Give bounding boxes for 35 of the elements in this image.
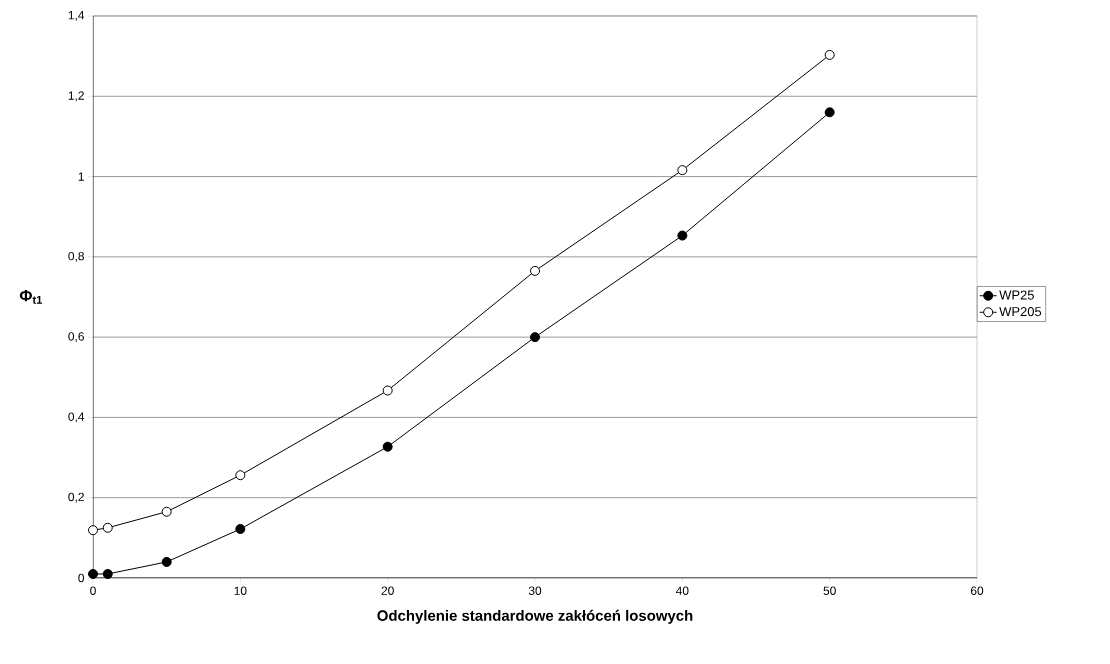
- point: [235, 470, 246, 481]
- point: [824, 107, 835, 118]
- point: [530, 265, 541, 276]
- point: [88, 568, 99, 579]
- point: [88, 525, 99, 536]
- text: Φ$_{t1}$: [19, 290, 43, 304]
- point: [161, 506, 172, 517]
- x-tick-label: 0: [90, 586, 96, 595]
- x-tick-label: 20: [381, 586, 394, 595]
- point: [382, 385, 393, 396]
- legend-label: WP25: [999, 290, 1034, 300]
- y-tick-label: 0: [78, 573, 85, 583]
- y-tick-label: 0,2: [68, 492, 84, 503]
- y-tick-label: 1,4: [68, 11, 85, 21]
- point: [102, 522, 113, 533]
- y-tick-label: 1,2: [68, 91, 84, 102]
- point: [677, 230, 688, 241]
- point: [382, 441, 393, 452]
- point: [530, 332, 541, 343]
- legend-label: WP205: [999, 307, 1042, 317]
- x-axis-title: Odchylenie standardowe zakłóceń losowych: [377, 609, 693, 624]
- x-tick-label: 50: [823, 586, 836, 595]
- y-tick-label: 1: [78, 172, 84, 181]
- point: [824, 49, 835, 60]
- x-tick-label: 10: [234, 586, 247, 595]
- point: [677, 165, 688, 176]
- x-tick-label: 40: [675, 586, 689, 595]
- x-tick-label: 60: [970, 586, 984, 595]
- y-tick-label: 0,4: [68, 412, 85, 423]
- y-tick-label: 0,6: [68, 332, 84, 343]
- point: [102, 568, 113, 579]
- x-tick-label: 30: [528, 586, 542, 595]
- point: [235, 524, 246, 535]
- point: [161, 556, 172, 567]
- y-tick-label: 0,8: [68, 251, 84, 262]
